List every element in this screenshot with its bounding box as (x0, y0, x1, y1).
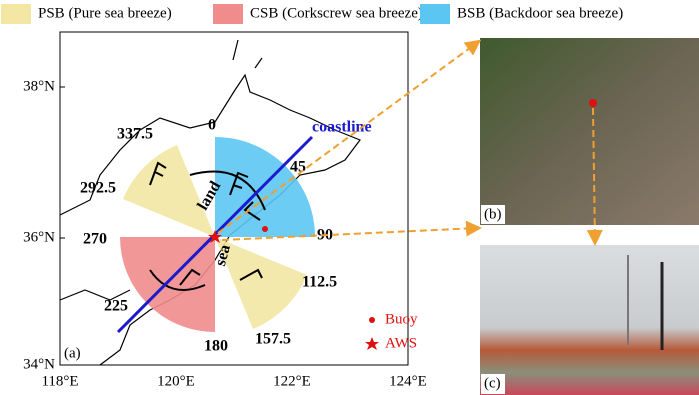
legend-swatch (213, 4, 243, 24)
wind-rose (120, 137, 315, 332)
legend-swatch (1, 4, 31, 24)
label: 180 (204, 338, 228, 355)
photo-b (480, 38, 699, 225)
photo-c (480, 245, 699, 395)
aws-label: AWS (385, 335, 417, 351)
label: 36°N (23, 229, 55, 245)
label-box (481, 205, 505, 224)
direction-labels: 0 45 90 112.5 157.5 180 225 270 292.5 33… (80, 117, 337, 355)
label: 118°E (41, 373, 78, 389)
legend-swatch (420, 4, 450, 24)
label: 225 (104, 298, 128, 315)
aws-marker (589, 99, 597, 107)
sea-label: sea (212, 243, 234, 268)
label-box (481, 374, 505, 394)
label: 0 (208, 117, 216, 134)
panel-label: (a) (64, 345, 81, 361)
label: 124°E (389, 373, 427, 389)
axis-labels: 38°N 36°N 34°N 118°E 120°E 122°E 124°E (23, 78, 427, 389)
legend-label: BSB (Backdoor sea breeze) (457, 5, 623, 21)
label: 38°N (23, 78, 55, 94)
buoy-marker (262, 226, 268, 232)
legend-label: PSB (Pure sea breeze) (38, 5, 172, 21)
buoy-label: Buoy (385, 311, 418, 327)
label: 120°E (157, 373, 195, 389)
label: 112.5 (302, 274, 337, 291)
legend-marker (365, 337, 379, 350)
panel-label: (c) (484, 375, 501, 391)
label: 270 (83, 231, 107, 248)
label: 337.5 (117, 126, 153, 143)
legend-marker (369, 317, 375, 323)
panel-label: (b) (484, 206, 502, 222)
label: 292.5 (80, 180, 116, 197)
label: 34°N (23, 356, 55, 372)
label: 157.5 (255, 331, 291, 348)
aws-marker (208, 230, 222, 243)
legend-label: CSB (Corkscrew sea breeze) (250, 5, 423, 21)
label: 122°E (273, 373, 311, 389)
connector-arrow (217, 39, 603, 246)
